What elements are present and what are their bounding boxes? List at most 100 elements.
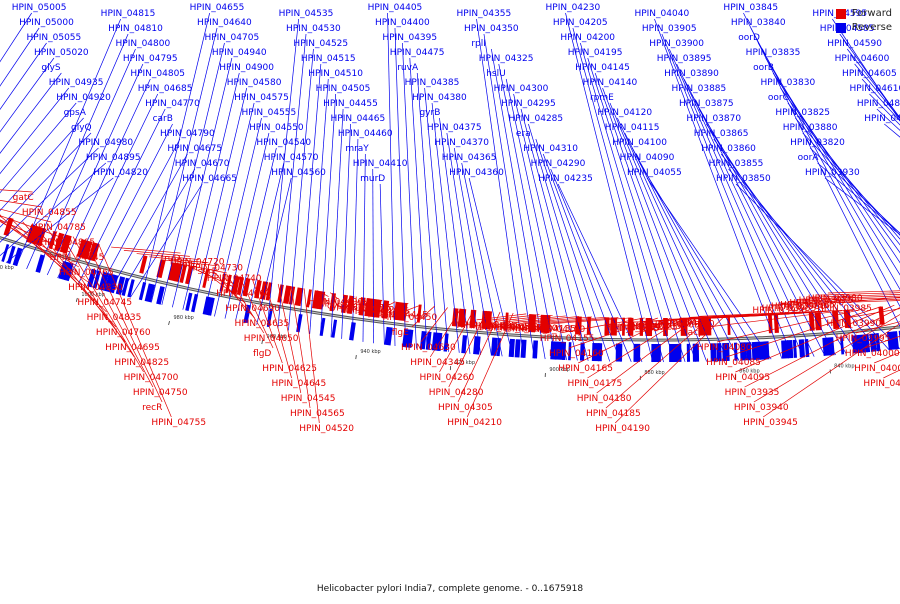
reverse-gene-label: HPIN_04815 — [101, 9, 156, 19]
leader-line — [869, 94, 900, 319]
reverse-gene-label: HPIN_04200 — [560, 33, 615, 43]
reverse-gene-label: HPIN_04675 — [167, 144, 222, 154]
reverse-gene-label: HPIN_04850 — [857, 99, 900, 109]
reverse-gene-label: carB — [153, 114, 173, 124]
reverse-gene-label: HPIN_04600 — [835, 54, 890, 64]
forward-gene-label: HPIN_04190 — [595, 424, 650, 434]
leader-line — [877, 109, 900, 317]
reverse-gene-label: HPIN_04535 — [279, 9, 334, 19]
reverse-gene-label: HPIN_04325 — [479, 54, 534, 64]
gene-block — [515, 339, 521, 357]
reverse-gene-label: oorD — [738, 33, 760, 43]
forward-gene-label: HPIN_04165 — [558, 364, 613, 374]
reverse-gene-label: HPIN_03890 — [664, 69, 719, 79]
reverse-gene-label: HPIN_04285 — [508, 114, 563, 124]
legend-reverse: Reverse — [836, 22, 892, 33]
reverse-gene-label: HPIN_04195 — [568, 48, 623, 58]
reverse-gene-label: HPIN_04605 — [842, 69, 897, 79]
forward-gene-label: HPIN_04260 — [420, 373, 475, 383]
reverse-gene-label: HPIN_04140 — [583, 78, 638, 88]
gene-block — [727, 317, 730, 335]
reverse-gene-label: HPIN_04460 — [338, 129, 393, 139]
forward-gene-label: fabG — [678, 317, 699, 327]
forward-gene-label: HPIN_04180 — [577, 394, 632, 404]
reverse-gene-label: HPIN_04395 — [382, 33, 437, 43]
reverse-gene-label: HPIN_04800 — [116, 39, 171, 49]
gene-block — [139, 282, 146, 300]
reverse-gene-label: HPIN_03860 — [701, 144, 756, 154]
reverse-gene-label: gyrB — [419, 108, 440, 118]
reverse-gene-label: HPIN_04575 — [234, 93, 289, 103]
gene-block — [156, 286, 165, 305]
forward-swatch — [836, 9, 846, 19]
legend: Forward Reverse — [836, 8, 892, 36]
reverse-gene-label: HPIN_04100 — [612, 138, 667, 148]
forward-gene-label: recR — [142, 403, 162, 413]
reverse-gene-label: HPIN_04465 — [331, 114, 386, 124]
reverse-gene-label: HPIN_05000 — [19, 18, 74, 28]
forward-gene-label: HPIN_04835 — [87, 313, 142, 323]
forward-gene-label: HPIN_04565 — [290, 409, 345, 419]
kbp-tick-label: 940 kbp — [360, 349, 380, 355]
leader-line — [884, 124, 900, 315]
reverse-gene-label: HPIN_03930 — [805, 168, 860, 178]
reverse-gene-label: HPIN_04120 — [597, 108, 652, 118]
gene-block — [331, 320, 337, 338]
reverse-gene-label: HPIN_04230 — [546, 3, 601, 13]
forward-gene-label: HPIN_04755 — [151, 418, 206, 428]
gene-block — [491, 338, 498, 356]
gene-block — [793, 340, 797, 358]
reverse-gene-label: HPIN_04795 — [123, 54, 178, 64]
leader-line — [0, 184, 33, 192]
reverse-gene-label: HPIN_03835 — [746, 48, 801, 58]
reverse-gene-label: HPIN_04385 — [405, 78, 460, 88]
reverse-gene-label: HPIN_03850 — [716, 174, 771, 184]
reverse-gene-label: ruvA — [397, 63, 419, 73]
reverse-gene-label: HPIN_03885 — [672, 84, 727, 94]
reverse-gene-label: HPIN_04670 — [175, 159, 230, 169]
reverse-gene-label: HPIN_04350 — [464, 24, 519, 34]
reverse-gene-label: HPIN_04290 — [531, 159, 586, 169]
forward-gene-label: HPIN_04305 — [438, 403, 493, 413]
forward-gene-label: gatC — [13, 193, 34, 203]
reverse-gene-label: HPIN_04610 — [849, 84, 900, 94]
reverse-gene-label: HPIN_05005 — [12, 3, 67, 13]
leader-line — [588, 58, 685, 362]
kbp-tick-label: 880 kbp — [644, 370, 664, 376]
legend-forward: Forward — [836, 8, 892, 19]
forward-gene-label: HPIN_04210 — [447, 418, 502, 428]
kbp-tick-label: 1020 kbp — [0, 265, 14, 271]
reverse-gene-label: HPIN_04235 — [538, 174, 593, 184]
forward-gene-label: flgE — [392, 328, 409, 338]
reverse-gene-label: HPIN_03905 — [642, 24, 697, 34]
leader-line — [484, 34, 534, 358]
leader-line — [580, 43, 674, 362]
reverse-gene-label: HPIN_04570 — [264, 153, 319, 163]
reverse-gene-label: HPIN_04640 — [197, 18, 252, 28]
forward-gene-label: HPIN_04520 — [299, 424, 354, 434]
leader-line — [388, 13, 395, 346]
leader-line — [491, 49, 545, 359]
reverse-gene-label: murD — [360, 174, 385, 184]
reverse-gene-label: HPIN_04530 — [286, 24, 341, 34]
reverse-gene-label: oorC — [768, 93, 789, 103]
forward-gene-label: HPIN_04085 — [706, 358, 761, 368]
gene-block — [139, 255, 147, 273]
reverse-gene-label: HPIN_04560 — [271, 168, 326, 178]
reverse-gene-label: HPIN_04940 — [212, 48, 267, 58]
reverse-gene-label: HPIN_03825 — [775, 108, 830, 118]
reverse-gene-label: HPIN_03900 — [649, 39, 704, 49]
kbp-tick — [169, 321, 170, 325]
forward-gene-label: HPIN_04160 — [549, 349, 604, 359]
forward-gene-label: HPIN_03990 — [826, 319, 881, 329]
forward-gene-label: HPIN_04005 — [854, 364, 900, 374]
reverse-gene-label: HPIN_04375 — [427, 123, 482, 133]
gene-block — [127, 279, 134, 297]
reverse-gene-label: HPIN_03880 — [783, 123, 838, 133]
forward-gene-label: HPIN_04625 — [262, 364, 317, 374]
reverse-swatch — [836, 23, 846, 33]
forward-gene-label: flgD — [253, 349, 271, 359]
reverse-gene-label: HPIN_04655 — [190, 3, 245, 13]
reverse-gene-label: HPIN_04810 — [108, 24, 163, 34]
